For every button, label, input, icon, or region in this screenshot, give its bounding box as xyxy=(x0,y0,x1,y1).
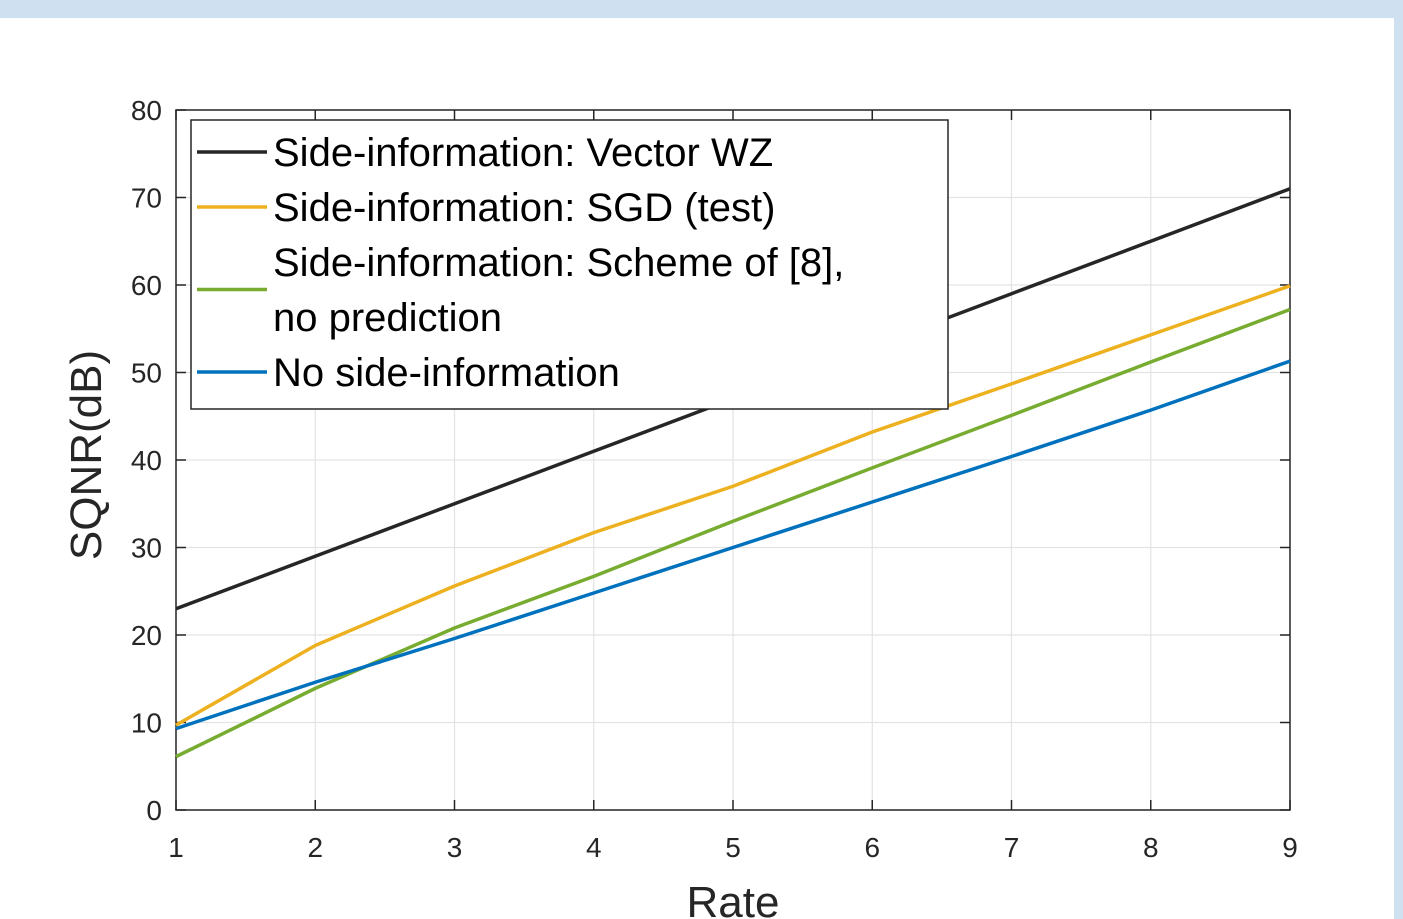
x-tick-label: 3 xyxy=(447,832,463,863)
y-tick-label: 80 xyxy=(131,95,162,126)
y-tick-label: 50 xyxy=(131,358,162,389)
legend-label-1: Side-information: Vector WZ xyxy=(273,131,773,175)
y-tick-label: 30 xyxy=(131,533,162,564)
legend: Side-information: Vector WZ Side-informat… xyxy=(190,119,949,410)
y-tick-label: 10 xyxy=(131,708,162,739)
y-tick-label: 0 xyxy=(146,795,162,826)
legend-label-3: Side-information: Scheme of [8], xyxy=(273,241,844,285)
legend-box xyxy=(190,119,949,410)
axis-ticks: 1 2 3 4 5 6 7 8 9 0 10 20 30 40 50 60 70 80 xyxy=(131,95,1298,863)
y-tick-label: 70 xyxy=(131,183,162,214)
series-line-2 xyxy=(175,284,1291,727)
series-line-4 xyxy=(175,359,1291,731)
window-right-band xyxy=(1394,0,1403,919)
y-tick-label: 20 xyxy=(131,620,162,651)
legend-label-4: No side-information xyxy=(273,351,620,395)
window-top-band xyxy=(0,0,1403,18)
x-tick-label: 5 xyxy=(725,832,741,863)
y-tick-label: 60 xyxy=(131,270,162,301)
legend-label-3: no prediction xyxy=(273,296,502,340)
x-tick-label: 1 xyxy=(168,832,184,863)
x-tick-label: 6 xyxy=(864,832,880,863)
x-tick-label: 9 xyxy=(1282,832,1298,863)
y-tick-label: 40 xyxy=(131,445,162,476)
y-axis-title: SQNR(dB) xyxy=(62,350,111,560)
x-tick-label: 7 xyxy=(1004,832,1020,863)
x-axis-title: Rate xyxy=(687,878,780,919)
legend-label-2: Side-information: SGD (test) xyxy=(273,186,775,230)
x-tick-label: 4 xyxy=(586,832,602,863)
x-tick-label: 8 xyxy=(1143,832,1159,863)
x-tick-label: 2 xyxy=(307,832,323,863)
